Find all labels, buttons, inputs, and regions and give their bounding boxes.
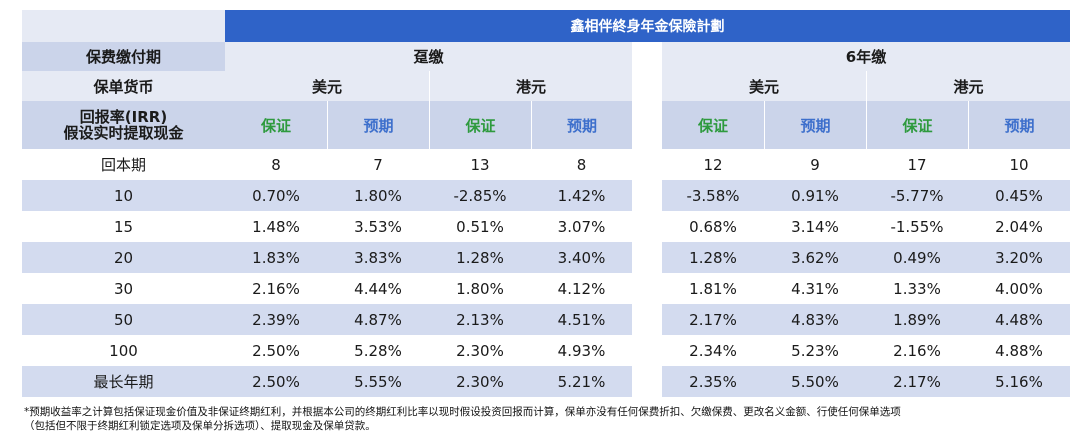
irr-label: 回报率(IRR) 假设实时提取现金 — [22, 101, 225, 149]
plan-single-premium: 趸缴 — [225, 42, 632, 71]
table-cell: 5.55% — [327, 366, 429, 397]
table-cell: 4.48% — [968, 304, 1070, 335]
irr-label-line2: 假设实时提取现金 — [63, 124, 184, 142]
payment-period-label: 保费缴付期 — [22, 42, 225, 71]
table-cell: 9 — [764, 149, 866, 180]
table-cell: 1.42% — [531, 180, 632, 211]
table-cell: 1.48% — [225, 211, 327, 242]
table-cell: 3.40% — [531, 242, 632, 273]
row-label: 100 — [22, 335, 225, 366]
table-cell: 2.50% — [225, 366, 327, 397]
table-cell: 3.53% — [327, 211, 429, 242]
currency-label: 保单货币 — [22, 71, 225, 101]
table-cell: 1.89% — [866, 304, 968, 335]
guaranteed-header: 保证 — [866, 101, 968, 149]
table-cell: 4.31% — [764, 273, 866, 304]
row-label: 10 — [22, 180, 225, 211]
table-cell: 17 — [866, 149, 968, 180]
table-cell: 4.83% — [764, 304, 866, 335]
table-cell: 13 — [429, 149, 531, 180]
table-cell: 4.87% — [327, 304, 429, 335]
table-cell: 4.88% — [968, 335, 1070, 366]
table-cell: -2.85% — [429, 180, 531, 211]
table-cell: 4.12% — [531, 273, 632, 304]
table-cell: 0.45% — [968, 180, 1070, 211]
table-cell: 1.80% — [327, 180, 429, 211]
table-cell: -3.58% — [662, 180, 764, 211]
currency-usd-b: 美元 — [662, 71, 866, 101]
currency-usd-a: 美元 — [225, 71, 429, 101]
row-label: 30 — [22, 273, 225, 304]
table-cell: 2.34% — [662, 335, 764, 366]
table-cell: 5.28% — [327, 335, 429, 366]
plan-6-year-pay: 6年缴 — [662, 42, 1070, 71]
table-cell: 2.16% — [225, 273, 327, 304]
table-cell: 3.20% — [968, 242, 1070, 273]
corner-cell — [22, 10, 225, 42]
table-cell: 3.07% — [531, 211, 632, 242]
row-label: 20 — [22, 242, 225, 273]
row-label: 50 — [22, 304, 225, 335]
table-cell: 2.35% — [662, 366, 764, 397]
table-cell: 2.30% — [429, 335, 531, 366]
footnote: *预期收益率之计算包括保证现金价值及非保证终期红利，并根据本公司的终期红利比率以… — [24, 405, 1064, 433]
table-cell: 10 — [968, 149, 1070, 180]
table-cell: 4.93% — [531, 335, 632, 366]
table-cell: 1.28% — [662, 242, 764, 273]
row-label: 15 — [22, 211, 225, 242]
table-cell: 5.50% — [764, 366, 866, 397]
table-cell: 2.17% — [866, 366, 968, 397]
table-cell: 4.51% — [531, 304, 632, 335]
column-gap — [632, 42, 662, 397]
table-cell: 5.21% — [531, 366, 632, 397]
footnote-line1: *预期收益率之计算包括保证现金价值及非保证终期红利，并根据本公司的终期红利比率以… — [24, 406, 901, 418]
table-cell: 2.30% — [429, 366, 531, 397]
table-cell: 2.13% — [429, 304, 531, 335]
table-cell: 12 — [662, 149, 764, 180]
footnote-line2: （包括但不限于终期红利锁定选项及保单分拆选项）、提取现金及保单贷款。 — [24, 420, 376, 432]
table-cell: 2.04% — [968, 211, 1070, 242]
table-cell: 1.80% — [429, 273, 531, 304]
table-cell: 8 — [531, 149, 632, 180]
table-cell: 1.28% — [429, 242, 531, 273]
currency-hkd-a: 港元 — [429, 71, 632, 101]
table-cell: 2.39% — [225, 304, 327, 335]
table-cell: 3.14% — [764, 211, 866, 242]
row-label: 回本期 — [22, 149, 225, 180]
table-cell: 0.51% — [429, 211, 531, 242]
table-cell: 7 — [327, 149, 429, 180]
table-cell: 2.16% — [866, 335, 968, 366]
table-cell: -1.55% — [866, 211, 968, 242]
table-cell: 2.50% — [225, 335, 327, 366]
table-cell: 1.81% — [662, 273, 764, 304]
projected-header: 预期 — [327, 101, 429, 149]
projected-header: 预期 — [531, 101, 632, 149]
table-cell: 4.00% — [968, 273, 1070, 304]
projected-header: 预期 — [968, 101, 1070, 149]
table-cell: 0.91% — [764, 180, 866, 211]
table-cell: 4.44% — [327, 273, 429, 304]
irr-label-line1: 回报率(IRR) — [79, 108, 168, 126]
table-cell: 3.83% — [327, 242, 429, 273]
table-cell: 8 — [225, 149, 327, 180]
irr-table: 鑫相伴終身年金保險計劃 保费缴付期 趸缴 6年缴 保单货币 美元 港元 美元 港… — [22, 10, 1070, 400]
table-cell: 1.33% — [866, 273, 968, 304]
guaranteed-header: 保证 — [662, 101, 764, 149]
currency-hkd-b: 港元 — [866, 71, 1070, 101]
table-cell: 2.17% — [662, 304, 764, 335]
projected-header: 预期 — [764, 101, 866, 149]
table-cell: 5.16% — [968, 366, 1070, 397]
guaranteed-header: 保证 — [429, 101, 531, 149]
table-title: 鑫相伴終身年金保險計劃 — [225, 10, 1070, 42]
table-cell: 0.70% — [225, 180, 327, 211]
table-cell: -5.77% — [866, 180, 968, 211]
table-cell: 5.23% — [764, 335, 866, 366]
table-cell: 0.68% — [662, 211, 764, 242]
table-cell: 1.83% — [225, 242, 327, 273]
guaranteed-header: 保证 — [225, 101, 327, 149]
table-cell: 0.49% — [866, 242, 968, 273]
table-cell: 3.62% — [764, 242, 866, 273]
row-label: 最长年期 — [22, 366, 225, 397]
